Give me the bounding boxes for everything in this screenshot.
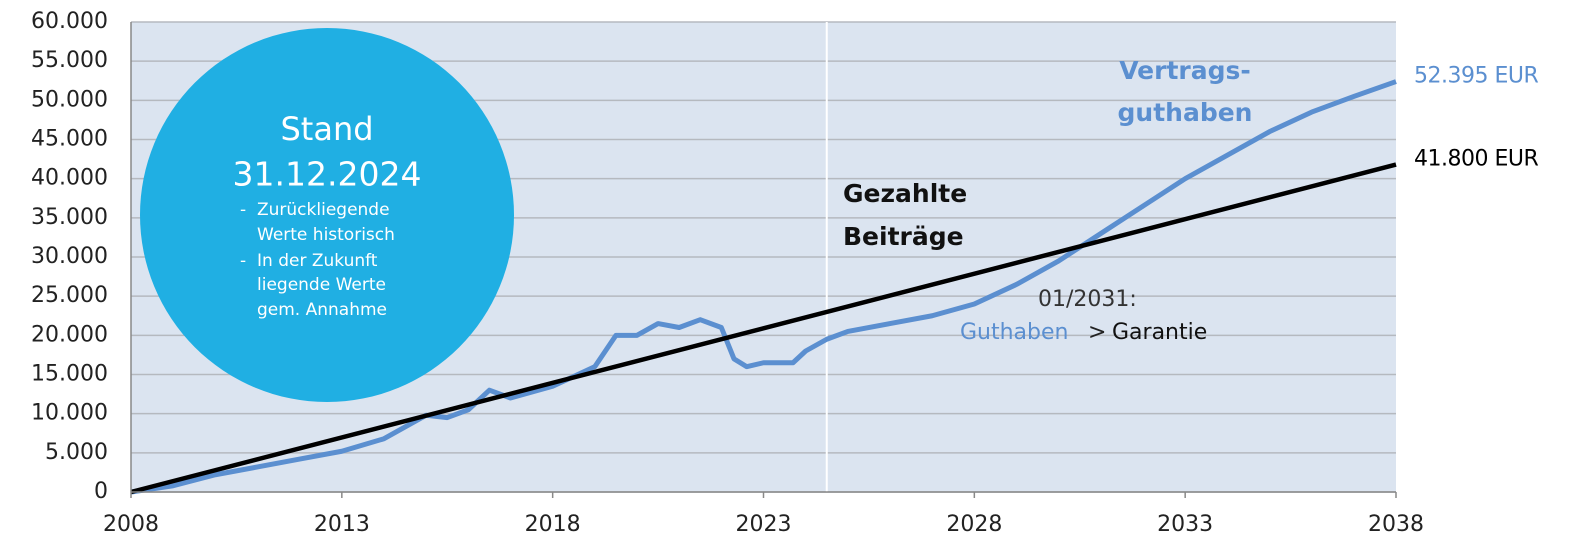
crossover-text: Guthaben: [960, 320, 1069, 345]
note: gem. Annahme: [257, 300, 387, 320]
series-label: guthaben: [1118, 98, 1253, 127]
x-tick-label: 2013: [314, 512, 370, 537]
stand-title: Stand: [280, 110, 373, 148]
crossover-date: 01/2031:: [1038, 287, 1137, 312]
bullet: -: [240, 251, 246, 271]
y-tick-label: 40.000: [31, 166, 108, 191]
x-tick-label: 2008: [103, 512, 159, 537]
note: Werte historisch: [257, 225, 395, 245]
series-label: Gezahlte: [843, 179, 967, 208]
y-tick-label: 45.000: [31, 127, 108, 152]
y-tick-label: 35.000: [31, 205, 108, 230]
series-label: Vertrags-: [1119, 56, 1251, 85]
series-line: [130, 162, 1397, 495]
y-tick-label: 5.000: [45, 440, 108, 465]
y-tick-label: 50.000: [31, 87, 108, 112]
crossover-text: Garantie: [1112, 320, 1207, 345]
end-label: 52.395 EUR: [1414, 64, 1538, 89]
x-tick-label: 2038: [1368, 512, 1424, 537]
y-tick-label: 25.000: [31, 283, 108, 308]
y-tick-label: 20.000: [31, 322, 108, 347]
y-tick-label: 60.000: [31, 9, 108, 34]
x-tick-label: 2028: [946, 512, 1002, 537]
note: Zurückliegende: [257, 200, 390, 220]
crossover-text: >: [1088, 320, 1106, 345]
series-line: [130, 79, 1397, 495]
y-tick-label: 0: [94, 479, 108, 504]
note: liegende Werte: [257, 275, 386, 295]
series-label: Beiträge: [843, 222, 964, 251]
y-tick-label: 30.000: [31, 244, 108, 269]
y-tick-label: 55.000: [31, 48, 108, 73]
end-label: 41.800 EUR: [1414, 147, 1538, 172]
note: In der Zukunft: [257, 251, 378, 271]
info-circle: [140, 28, 514, 402]
bullet: -: [240, 200, 246, 220]
stand-date: 31.12.2024: [233, 155, 422, 194]
x-tick-label: 2033: [1157, 512, 1213, 537]
y-tick-label: 15.000: [31, 362, 108, 387]
x-tick-label: 2018: [525, 512, 581, 537]
x-tick-label: 2023: [736, 512, 792, 537]
y-tick-label: 10.000: [31, 401, 108, 426]
